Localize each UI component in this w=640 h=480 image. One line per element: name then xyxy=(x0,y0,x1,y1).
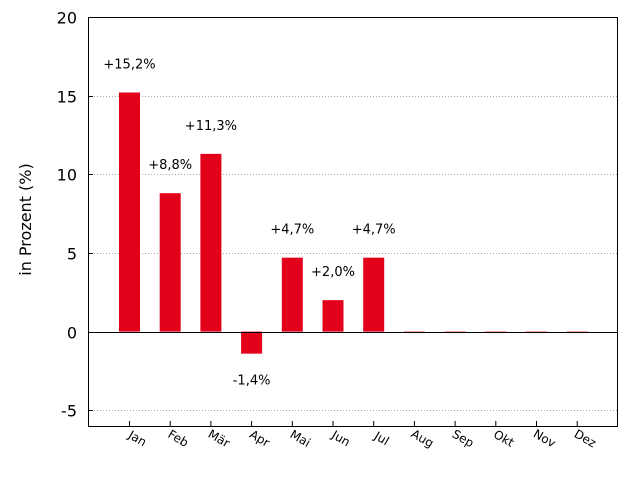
y-tick-label: 20 xyxy=(57,9,77,28)
plot-frame xyxy=(88,17,618,427)
data-label: +11,3% xyxy=(185,119,237,134)
bar-jan xyxy=(119,92,140,332)
x-tick-label: Sep xyxy=(450,427,477,450)
y-axis-title: in Prozent (%) xyxy=(16,163,35,275)
x-tick-label: Aug xyxy=(409,427,436,451)
x-tick-label: Jan xyxy=(125,427,149,449)
x-tick-label: Jun xyxy=(329,427,353,449)
data-label: +8,8% xyxy=(148,158,192,173)
data-label: +4,7% xyxy=(352,223,396,238)
x-tick-label: Jul xyxy=(371,428,391,448)
bar-apr xyxy=(241,331,263,354)
y-ticks: -5 0 5 10 15 20 xyxy=(57,9,93,421)
bar-jul xyxy=(363,257,385,332)
x-tick-label: Feb xyxy=(165,427,190,450)
y-tick-label: 15 xyxy=(57,88,77,107)
y-tick-label: 10 xyxy=(57,166,77,185)
bars xyxy=(119,92,588,354)
y-tick-label: 0 xyxy=(67,324,77,343)
y-tick-label: 5 xyxy=(67,245,77,264)
data-labels: +15,2% +8,8% +11,3% -1,4% +4,7% +2,0% +4,7% xyxy=(103,58,395,389)
bar-feb xyxy=(159,193,181,332)
x-tick-label: Okt xyxy=(491,427,517,450)
data-label: +2,0% xyxy=(311,265,355,280)
bar-mär xyxy=(200,153,222,332)
bar-mai xyxy=(281,257,303,332)
x-tick-label: Mai xyxy=(288,427,313,450)
gridlines xyxy=(88,96,617,411)
y-tick-label: -5 xyxy=(61,402,77,421)
x-tick-label: Mär xyxy=(206,427,233,450)
data-label: -1,4% xyxy=(233,374,271,389)
data-label: +15,2% xyxy=(103,58,155,73)
bar-jun xyxy=(322,300,344,332)
x-tick-label: Apr xyxy=(247,427,272,450)
x-tick-label: Nov xyxy=(531,427,558,451)
data-label: +4,7% xyxy=(270,223,314,238)
x-ticks: Jan Feb Mär Apr Mai Jun Jul Aug Sep Okt Nov Dez xyxy=(125,421,599,450)
x-tick-label: Dez xyxy=(572,427,599,451)
